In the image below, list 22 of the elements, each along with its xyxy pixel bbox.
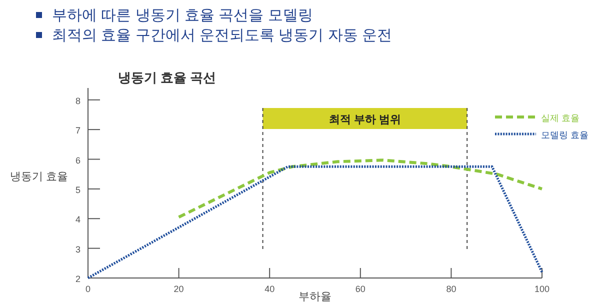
legend-label: 실제 효율 xyxy=(541,113,580,123)
x-tick-label: 40 xyxy=(264,284,275,294)
band-label: 최적 부하 범위 xyxy=(328,114,402,126)
x-tick-label: 20 xyxy=(174,284,184,294)
x-tick-label: 80 xyxy=(446,284,456,294)
x-tick-label: 100 xyxy=(534,284,550,294)
text: 최적의 효율 구간에서 운전되도록 냉동기 자동 운전 xyxy=(52,27,392,44)
y-tick-label: 6 xyxy=(75,155,81,166)
x-axis-title: 부하율 xyxy=(298,291,332,303)
y-tick-label: 7 xyxy=(75,126,81,136)
y-tick-label: 8 xyxy=(75,96,81,106)
x-tick-label: 60 xyxy=(355,284,366,294)
legend-label: 모델링 효율 xyxy=(541,130,589,140)
chart-title: 냉동기 효율 곡선 xyxy=(118,70,216,85)
y-tick-label: 2 xyxy=(75,274,81,284)
y-axis-title: 냉동기 효율 xyxy=(10,171,68,183)
x-tick-label: 0 xyxy=(85,284,91,294)
y-tick-label: 3 xyxy=(75,244,81,254)
line-series xyxy=(177,158,544,219)
y-tick-label: 5 xyxy=(75,184,81,195)
y-tick-label: 4 xyxy=(75,214,81,225)
text: 부하에 따른 냉동기 효율 곡선을 모델링 xyxy=(52,7,313,24)
